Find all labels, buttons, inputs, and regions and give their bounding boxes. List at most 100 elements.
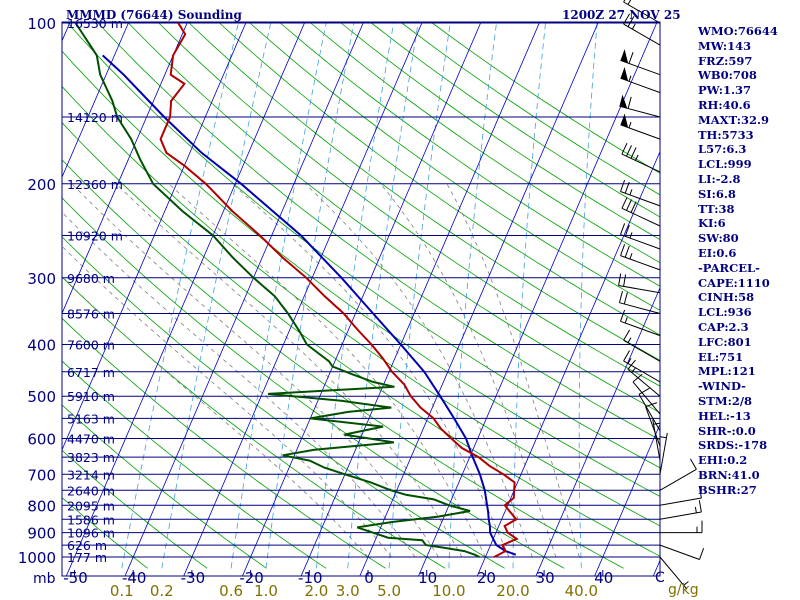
wind-barb-staff xyxy=(623,23,661,46)
mixing-ratio-line xyxy=(347,22,419,569)
wind-barb-full xyxy=(626,145,632,157)
pressure-label: 600 xyxy=(27,431,56,449)
wind-barb xyxy=(638,387,661,431)
wind-barb-half xyxy=(629,189,633,196)
wind-barb-staff xyxy=(623,1,661,24)
mixing-ratio-line xyxy=(448,22,497,569)
wind-barb xyxy=(659,544,705,560)
wind-barb-staff xyxy=(659,511,702,520)
height-label: 10920 m xyxy=(67,229,123,244)
wind-barb-full xyxy=(623,0,626,3)
wind-barb-half xyxy=(660,436,667,439)
isotherm xyxy=(594,423,660,576)
height-label: 4470 m xyxy=(67,432,115,447)
isotherm xyxy=(183,22,423,576)
wind-barb-full xyxy=(620,244,626,256)
dry-adiabat xyxy=(188,22,660,361)
wind-barb-staff xyxy=(627,368,661,397)
moist-adiabat xyxy=(231,183,510,558)
height-label: 626 m xyxy=(67,538,107,553)
station-title: MMMD (76644) Sounding xyxy=(66,8,242,22)
index-item: CINH:58 xyxy=(698,290,755,305)
wind-barb-half xyxy=(624,317,628,324)
height-label: 12360 m xyxy=(67,177,123,192)
wind-barb-staff xyxy=(620,59,661,76)
wind-barb-flag xyxy=(620,113,629,128)
dry-adiabat xyxy=(219,22,660,336)
wind-barb-staff xyxy=(659,432,668,475)
dry-adiabat xyxy=(62,122,660,557)
index-item: SI:6.8 xyxy=(698,186,736,201)
index-item: MPL:121 xyxy=(698,364,756,379)
wind-barb-half xyxy=(683,581,689,586)
height-label: 14120 m xyxy=(67,110,123,125)
isotherm xyxy=(0,11,16,579)
wind-barb-full xyxy=(620,180,626,192)
wind-barb-staff xyxy=(659,497,702,506)
wind-barb-full xyxy=(621,197,628,209)
dry-adiabat xyxy=(280,22,660,287)
wind-barb xyxy=(620,180,661,207)
moist-adiabat xyxy=(380,183,557,558)
isotherm xyxy=(65,22,306,576)
wind-barb-half xyxy=(653,422,660,425)
wind-barb-flag xyxy=(620,67,629,81)
index-item: CAPE:1110 xyxy=(698,275,770,290)
index-item: EI:0.6 xyxy=(698,245,737,260)
mixing-ratio-line xyxy=(578,22,598,569)
wind-barb-full xyxy=(620,309,626,322)
isotherm xyxy=(62,22,247,451)
wind-barb xyxy=(632,373,661,415)
index-item: TH:5733 xyxy=(698,127,754,142)
moist-adiabat xyxy=(71,183,439,558)
mixing-ratio-label: 10.0 xyxy=(432,582,465,600)
index-item: SRDS:-178 xyxy=(698,438,768,453)
mixing-ratio-label: 5.0 xyxy=(377,582,401,600)
wind-barb xyxy=(652,419,661,461)
wind-barb-full xyxy=(621,142,628,155)
wind-barb-full xyxy=(630,147,637,159)
wind-barb-full xyxy=(627,96,632,109)
pressure-label: 400 xyxy=(27,337,56,355)
pressure-label: 900 xyxy=(27,525,56,543)
height-label: 2640 m xyxy=(67,483,115,498)
wind-barb xyxy=(623,13,661,46)
height-labels: 16530 m 14120 m 12360 m 10920 m 9680 m 8576 m… xyxy=(67,16,123,565)
temperature-trace xyxy=(159,22,519,558)
wind-barb-full xyxy=(698,486,702,499)
wind-barb-half xyxy=(628,122,632,128)
wind-barb-full xyxy=(620,223,626,235)
index-item: BSHR:27 xyxy=(698,482,757,497)
height-label: 3214 m xyxy=(67,467,115,482)
moist-adiabat xyxy=(304,183,533,558)
dry-adiabat xyxy=(62,276,446,569)
mixing-ratio-line xyxy=(230,22,327,569)
dry-adiabat xyxy=(62,449,208,569)
isotherm xyxy=(300,22,541,576)
wind-barb xyxy=(620,223,661,250)
height-label: 3823 m xyxy=(67,450,115,465)
wind-barb-staff xyxy=(620,124,661,140)
pressure-label: 700 xyxy=(27,466,56,484)
wind-barb-staff xyxy=(659,544,700,560)
wind-barbs xyxy=(618,0,705,590)
wind-barb-full xyxy=(624,245,630,258)
height-label: 2095 m xyxy=(67,498,115,513)
wind-barb-half xyxy=(631,367,636,373)
wind-barb-staff xyxy=(659,556,688,590)
mixing-unit-label: g/kg xyxy=(668,582,699,598)
wind-barb-full xyxy=(627,0,632,5)
stability-indices-panel: WMO:76644 MW:143 FRZ:597 WB0:708 PW:1.37 RH:4… xyxy=(698,24,778,498)
wind-barb xyxy=(620,113,661,140)
pressure-label: 800 xyxy=(27,497,56,515)
wind-barb-staff xyxy=(618,285,661,294)
wind-barb-flag xyxy=(619,94,628,109)
parcel-trace xyxy=(102,54,517,556)
isotherm xyxy=(535,286,660,576)
index-item: L57:6.3 xyxy=(698,142,747,157)
wind-barb-staff xyxy=(659,468,697,491)
wind-barb xyxy=(659,500,702,520)
dry-adiabat xyxy=(310,22,660,264)
wind-barb-staff xyxy=(623,360,661,383)
wind-barb xyxy=(620,49,661,76)
